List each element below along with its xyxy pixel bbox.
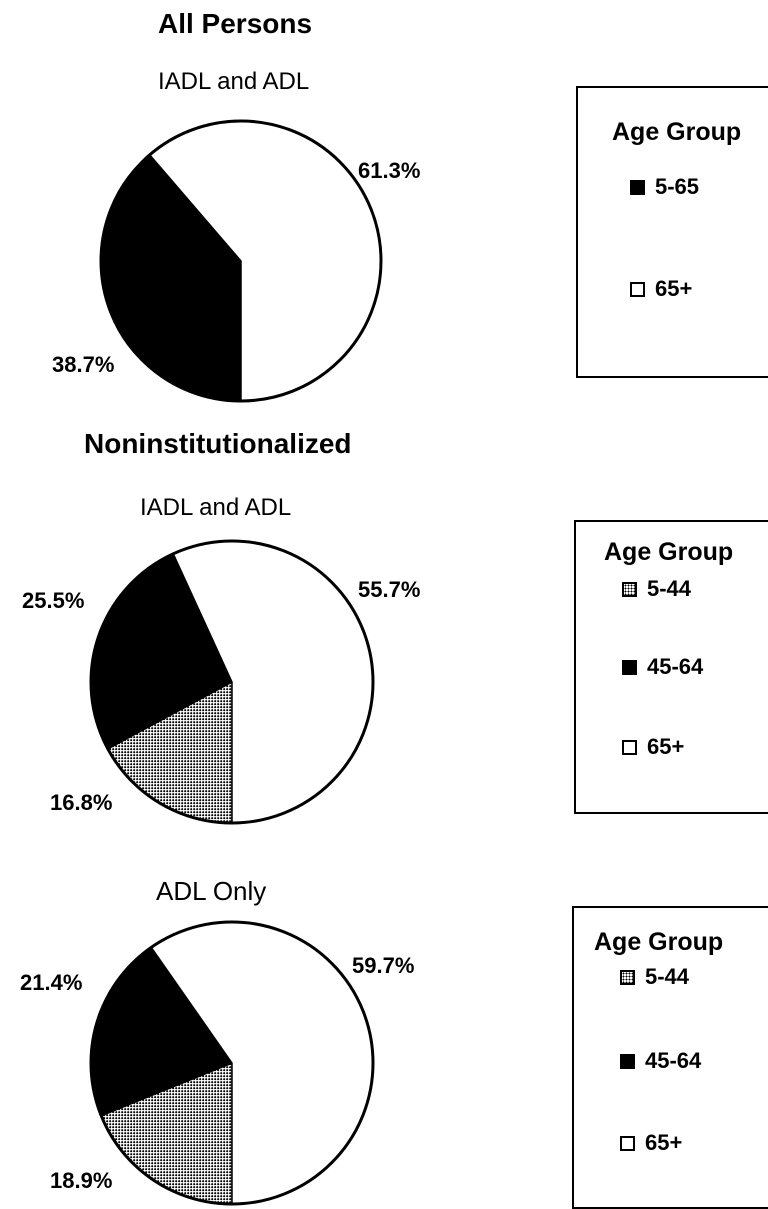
legend-swatch-white [622,739,637,755]
legend-item-45-64: 45-64 [620,1048,701,1074]
legend-label: 45-64 [647,654,704,679]
legend-swatch-black [622,659,637,675]
chart-title: ADL Only [156,876,267,906]
legend-label: 65+ [645,1130,683,1155]
legend-item-65plus: 65+ [622,734,684,760]
legend-title: Age Group [594,928,724,956]
legend-label: 45-64 [645,1048,702,1073]
pie-outline [89,539,375,825]
legend-item-65plus: 65+ [620,1130,682,1156]
legend: Age Group 5-65 65+ [576,86,768,378]
slice-label-45-64: 21.4% [20,970,83,995]
legend-title: Age Group [612,118,742,146]
legend-item-5-44: 5-44 [620,964,689,990]
legend-swatch-black [630,179,645,195]
pie-svg [99,119,383,403]
slice-label-5-44: 18.9% [50,1168,113,1193]
legend-title: Age Group [604,538,734,566]
section-heading-all-persons: All Persons [158,8,313,39]
pie-outline [99,119,383,403]
pie-svg [89,539,375,825]
legend-swatch-pattern [620,969,635,985]
slice-label-65plus: 61.3% [358,158,421,183]
legend-item-5-65: 5-65 [630,174,699,200]
section-heading-noninstitutionalized: Noninstitutionalized [84,428,352,459]
legend-swatch-white [630,281,645,297]
slice-label-45-64: 25.5% [22,588,85,613]
chart-title: IADL and ADL [140,494,292,521]
slice-label-5-44: 16.8% [50,790,113,815]
legend-label: 65+ [647,734,685,759]
legend: Age Group 5-44 45-64 65+ [574,520,768,814]
slice-label-65plus: 55.7% [358,577,421,602]
legend-label: 5-65 [655,174,700,199]
legend-swatch-pattern [622,581,637,597]
slice-label-65plus: 59.7% [352,953,415,978]
legend: Age Group 5-44 45-64 65+ [572,906,768,1209]
legend-item-5-44: 5-44 [622,576,691,602]
chart-title: IADL and ADL [158,68,310,95]
legend-label: 5-44 [645,964,690,989]
pie-svg [89,920,375,1206]
legend-item-65plus: 65+ [630,276,692,302]
legend-label: 5-44 [647,576,692,601]
legend-swatch-black [620,1053,635,1069]
legend-label: 65+ [655,276,693,301]
slice-label-5-65: 38.7% [52,352,115,377]
legend-swatch-white [620,1135,635,1151]
pie-outline [89,920,375,1206]
legend-item-45-64: 45-64 [622,654,703,680]
